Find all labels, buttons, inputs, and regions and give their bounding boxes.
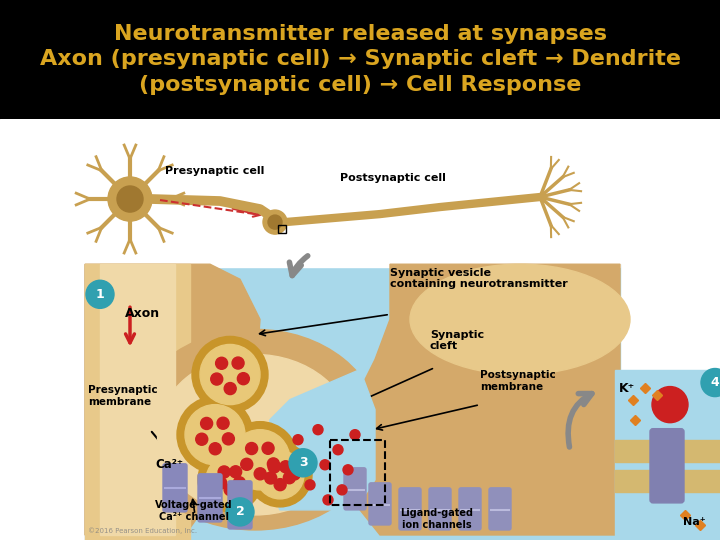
Text: Ligand-gated
ion channels: Ligand-gated ion channels xyxy=(400,508,473,530)
Text: Presynaptic cell: Presynaptic cell xyxy=(165,166,264,176)
Circle shape xyxy=(238,373,249,384)
Ellipse shape xyxy=(158,354,353,515)
Circle shape xyxy=(232,357,244,369)
FancyBboxPatch shape xyxy=(198,474,222,522)
Text: 3: 3 xyxy=(299,456,307,469)
FancyBboxPatch shape xyxy=(429,488,451,530)
Circle shape xyxy=(652,387,688,423)
Circle shape xyxy=(263,210,287,234)
Text: Voltage-gated
Ca²⁺ channel: Voltage-gated Ca²⁺ channel xyxy=(155,501,233,522)
Circle shape xyxy=(86,280,114,308)
Circle shape xyxy=(303,455,313,465)
Text: 2: 2 xyxy=(235,505,244,518)
Circle shape xyxy=(256,451,304,499)
Circle shape xyxy=(215,357,228,369)
Circle shape xyxy=(226,498,254,526)
Circle shape xyxy=(246,442,258,455)
Bar xyxy=(278,225,286,233)
Circle shape xyxy=(177,396,253,473)
Circle shape xyxy=(293,435,303,445)
Circle shape xyxy=(268,215,282,229)
FancyBboxPatch shape xyxy=(489,488,511,530)
Circle shape xyxy=(230,466,242,478)
Circle shape xyxy=(196,433,208,446)
Circle shape xyxy=(320,460,330,470)
Circle shape xyxy=(185,404,245,465)
Circle shape xyxy=(274,478,286,491)
Circle shape xyxy=(248,443,312,507)
Circle shape xyxy=(201,417,212,429)
Circle shape xyxy=(222,433,235,445)
Text: Postsynaptic
membrane: Postsynaptic membrane xyxy=(480,370,556,392)
Circle shape xyxy=(701,368,720,396)
Circle shape xyxy=(323,495,333,505)
Circle shape xyxy=(217,417,229,429)
Circle shape xyxy=(240,458,253,470)
Bar xyxy=(100,264,175,535)
Polygon shape xyxy=(345,264,620,535)
FancyBboxPatch shape xyxy=(228,481,252,529)
Circle shape xyxy=(333,445,343,455)
Circle shape xyxy=(305,480,315,490)
Circle shape xyxy=(289,449,317,477)
Text: K⁺: K⁺ xyxy=(619,382,635,395)
Circle shape xyxy=(254,468,266,480)
Polygon shape xyxy=(85,264,260,535)
FancyBboxPatch shape xyxy=(650,429,684,503)
Circle shape xyxy=(117,186,143,212)
Circle shape xyxy=(343,465,353,475)
Circle shape xyxy=(284,472,295,484)
Text: Synaptic vesicle
containing neurotransmitter: Synaptic vesicle containing neurotransmi… xyxy=(390,268,568,289)
Text: Synaptic
cleft: Synaptic cleft xyxy=(430,330,484,352)
Circle shape xyxy=(268,461,280,473)
Bar xyxy=(330,440,385,505)
Circle shape xyxy=(218,466,230,478)
Polygon shape xyxy=(265,369,375,510)
Circle shape xyxy=(224,484,236,496)
Circle shape xyxy=(210,443,221,455)
Text: 4: 4 xyxy=(711,376,719,389)
Bar xyxy=(85,264,620,540)
Bar xyxy=(615,369,720,540)
Text: Postsynaptic cell: Postsynaptic cell xyxy=(340,173,446,183)
Circle shape xyxy=(108,177,152,221)
FancyBboxPatch shape xyxy=(399,488,421,530)
Text: Na⁺: Na⁺ xyxy=(683,517,706,527)
Circle shape xyxy=(279,461,292,473)
Circle shape xyxy=(222,422,298,498)
Text: ©2016 Pearson Education, Inc.: ©2016 Pearson Education, Inc. xyxy=(88,527,197,534)
Text: Axon: Axon xyxy=(125,307,160,320)
Circle shape xyxy=(200,345,260,404)
Circle shape xyxy=(215,477,227,489)
Circle shape xyxy=(192,336,268,413)
Bar xyxy=(615,470,720,492)
Bar xyxy=(85,264,190,540)
Text: 1: 1 xyxy=(96,288,104,301)
FancyBboxPatch shape xyxy=(459,488,481,530)
Circle shape xyxy=(265,472,276,484)
Circle shape xyxy=(233,477,246,489)
Circle shape xyxy=(350,430,360,440)
Circle shape xyxy=(206,456,254,504)
Text: Presynaptic
membrane: Presynaptic membrane xyxy=(88,385,158,407)
Circle shape xyxy=(211,373,222,385)
Bar xyxy=(615,440,720,462)
Circle shape xyxy=(224,382,236,395)
Circle shape xyxy=(198,448,262,512)
FancyBboxPatch shape xyxy=(344,468,366,510)
Circle shape xyxy=(337,485,347,495)
Circle shape xyxy=(267,458,279,470)
Text: Ca²⁺: Ca²⁺ xyxy=(155,458,183,471)
Ellipse shape xyxy=(130,329,380,530)
Bar xyxy=(85,119,620,267)
FancyBboxPatch shape xyxy=(163,464,187,512)
Circle shape xyxy=(262,442,274,454)
Text: Neurotransmitter released at synapses
Axon (presynaptic cell) → Synaptic cleft →: Neurotransmitter released at synapses Ax… xyxy=(40,24,680,95)
FancyBboxPatch shape xyxy=(369,483,391,525)
Circle shape xyxy=(290,470,300,480)
Circle shape xyxy=(230,430,290,490)
Circle shape xyxy=(313,424,323,435)
Ellipse shape xyxy=(410,264,630,375)
